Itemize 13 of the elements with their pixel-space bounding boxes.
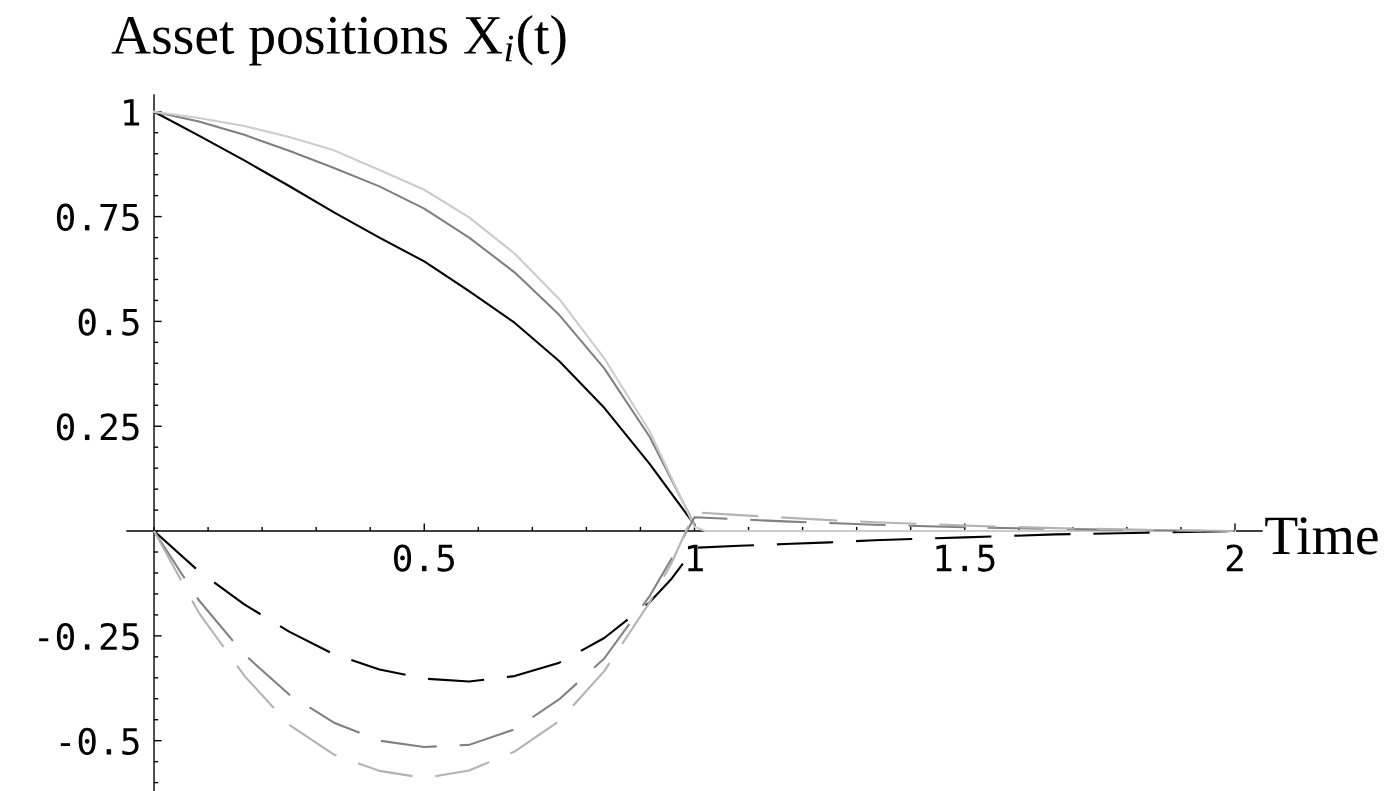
x-tick-label: 0.5	[394, 544, 454, 572]
line-series	[152, 110, 1237, 533]
x-tick-label: 1	[687, 544, 703, 572]
y-tick-label: 1	[124, 99, 140, 126]
y-tick-label: -0.25	[39, 622, 139, 651]
y-tick-label: -0.5	[60, 727, 139, 756]
y-tick-label: 0.75	[56, 203, 139, 231]
y-tick-label: 0.25	[56, 413, 139, 441]
x-tick-label: 2	[1226, 544, 1243, 572]
chart-title: Asset positions X$_{i}$(t)	[111, 15, 566, 66]
x-axis-title: Time	[1265, 517, 1378, 555]
x-tick-label: 1.5	[936, 544, 995, 572]
y-tick-label: 0.5	[78, 308, 139, 336]
